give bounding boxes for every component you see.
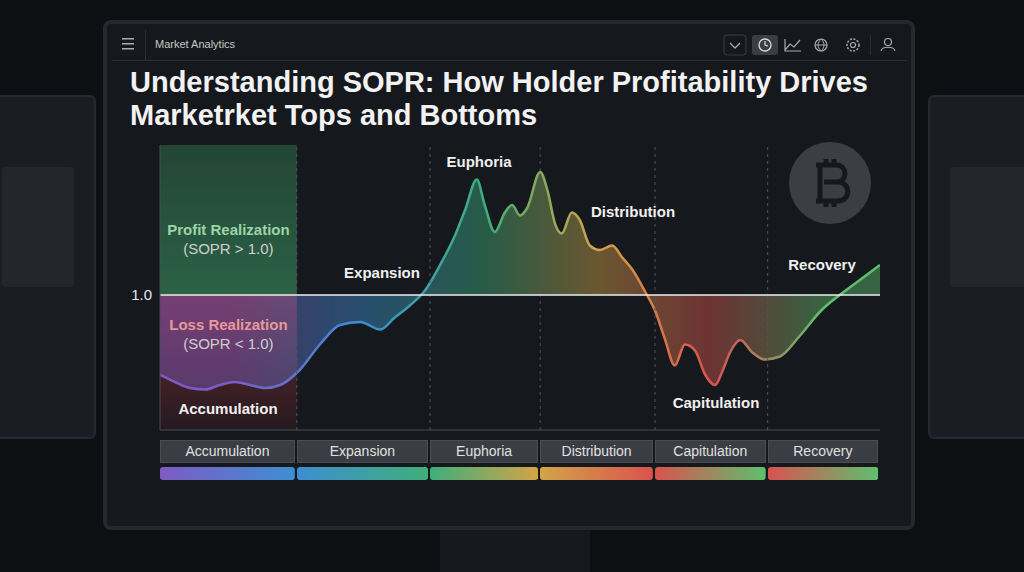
html-text:Distribution: Distribution [561, 443, 632, 459]
html-text:Recovery: Recovery [788, 256, 856, 273]
svg-text:1.0: 1.0 [131, 286, 152, 303]
html-text:Accumulation: Accumulation [185, 443, 270, 459]
html-text:Expansion: Expansion [329, 443, 396, 459]
html-text:Accumulation: Accumulation [178, 400, 278, 417]
html-text:Loss Realization: Loss Realization [169, 316, 288, 333]
html-text:(SOPR < 1.0): (SOPR < 1.0) [183, 335, 274, 352]
html-text:Capitulation: Capitulation [672, 394, 760, 411]
html-text:Expansion: Expansion [344, 264, 420, 281]
html-text:Profit Realization: Profit Realization [167, 221, 290, 238]
html-text:Market Analytics: Market Analytics [155, 38, 236, 50]
html-text:Recovery: Recovery [793, 443, 853, 459]
html-text:Understanding SOPR: How Holder: Understanding SOPR: How Holder Profitabi… [130, 66, 868, 131]
html-text:Euphoria: Euphoria [446, 153, 512, 170]
html-text:(SOPR > 1.0): (SOPR > 1.0) [183, 240, 274, 257]
html-text:Euphoria: Euphoria [456, 443, 513, 459]
html-text:Distribution: Distribution [590, 203, 676, 220]
html-text:Capitulation: Capitulation [673, 443, 748, 459]
